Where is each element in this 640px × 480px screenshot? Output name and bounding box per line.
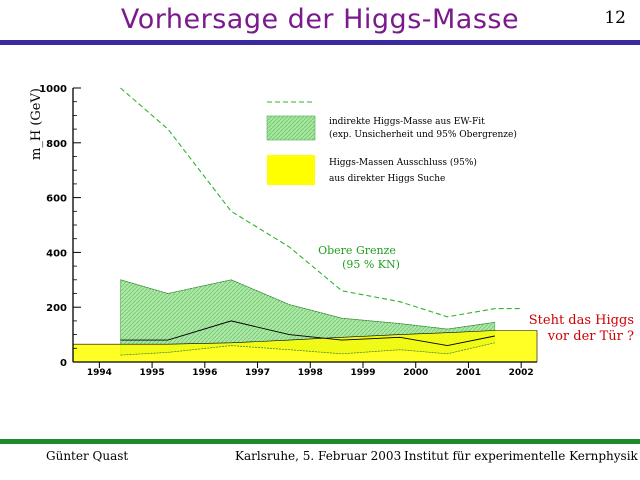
- chart-legend: indirekte Higgs-Masse aus EW-Fit (exp. Un…: [266, 101, 517, 185]
- side-question-line2: vor der Tür ?: [547, 329, 634, 344]
- upper-limit-annotation-line1: Obere Grenze: [318, 244, 396, 257]
- legend-exclusion-swatch: [267, 155, 315, 185]
- page-number: 12: [604, 8, 626, 28]
- top-rule: [0, 40, 640, 45]
- bottom-rule: [0, 439, 640, 444]
- x-tick-label-2002: 2002: [509, 368, 534, 378]
- y-tick-label-200: 200: [46, 303, 67, 314]
- x-tick-label-1995: 1995: [140, 368, 165, 378]
- y-axis-label: m_H (GeV): [29, 88, 44, 160]
- upper-limit-line: [120, 87, 522, 318]
- page-title: Vorhersage der Higgs-Masse: [120, 4, 520, 35]
- legend-band-swatch: [266, 115, 316, 141]
- side-question-line1: Steht das Higgs: [528, 313, 634, 328]
- x-tick-label-1996: 1996: [192, 368, 217, 378]
- x-tick-label-2001: 2001: [456, 368, 481, 378]
- band-upper-edge: [120, 279, 495, 330]
- y-tick-label-0: 0: [60, 358, 67, 369]
- y-tick-label-600: 600: [46, 194, 67, 205]
- legend-exclusion-label-1: Higgs-Massen Ausschluss (95%): [329, 157, 477, 168]
- x-tick-label-1997: 1997: [245, 368, 270, 378]
- x-tick-label-1999: 1999: [350, 368, 375, 378]
- footer-place-date: Karlsruhe, 5. Februar 2003: [235, 449, 402, 463]
- footer-institute: Institut für experimentelle Kernphysik: [404, 449, 638, 463]
- legend-band-label-1: indirekte Higgs-Masse aus EW-Fit: [329, 117, 485, 127]
- legend-exclusion-label-2: aus direkter Higgs Suche: [329, 174, 445, 184]
- footer-author: Günter Quast: [46, 449, 129, 463]
- exclusion-area: [72, 330, 538, 363]
- side-question: Steht das Higgs vor der Tür ?: [526, 313, 634, 345]
- x-tick-label-1994: 1994: [87, 368, 112, 378]
- x-tick-label-2000: 2000: [403, 368, 428, 378]
- y-tick-label-800: 800: [46, 139, 67, 150]
- y-tick-label-400: 400: [46, 248, 67, 259]
- band-lower-edge: [120, 342, 495, 356]
- y-tick-label-1000: 1000: [39, 84, 67, 95]
- upper-limit-annotation-line2: (95 % KN): [342, 258, 400, 271]
- x-tick-label-1998: 1998: [298, 368, 323, 378]
- central-value-line: [120, 320, 495, 347]
- legend-band-label-2: (exp. Unsicherheit und 95% Obergrenze): [329, 129, 517, 140]
